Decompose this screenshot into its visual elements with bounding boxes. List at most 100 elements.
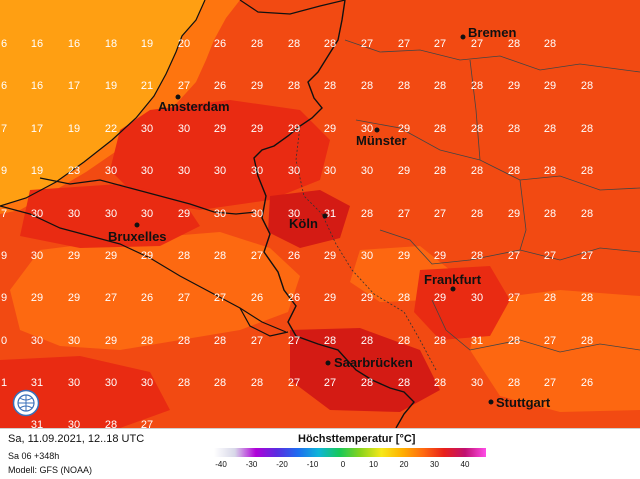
temperature-value: 27 xyxy=(508,292,520,304)
weather-map[interactable]: 6 16 16 18 19 20 26 28 28 28 27 27 27 27 28 28 6 16 17 19 21… xyxy=(0,0,640,428)
temperature-value: 28 xyxy=(214,335,226,347)
city-bremen[interactable]: Bremen xyxy=(460,25,517,40)
hot-core-frankfurt xyxy=(414,266,510,340)
temperature-value: 29 xyxy=(105,250,117,262)
temperature-value: 28 xyxy=(544,292,556,304)
temperature-value: 28 xyxy=(508,377,520,389)
temperature-value: 26 xyxy=(214,38,226,50)
temperature-value: 28 xyxy=(251,38,263,50)
temperature-value: 30 xyxy=(214,165,226,177)
temperature-value: 30 xyxy=(471,292,483,304)
temperature-value: 27 xyxy=(398,208,410,220)
temperature-value: 30 xyxy=(361,250,373,262)
temperature-value: 28 xyxy=(508,38,520,50)
legend-tick-label: 10 xyxy=(369,460,378,469)
temperature-value: 28 xyxy=(471,165,483,177)
temperature-value: 29 xyxy=(251,80,263,92)
temperature-value: 30 xyxy=(471,377,483,389)
city-saarbruecken[interactable]: Saarbrücken xyxy=(325,355,413,370)
city-dot xyxy=(322,213,328,219)
temperature-value: 28 xyxy=(434,80,446,92)
temperature-value: 26 xyxy=(581,377,593,389)
temperature-value: 30 xyxy=(68,208,80,220)
city-dot xyxy=(460,34,466,40)
river-rhine xyxy=(295,125,437,371)
city-dot xyxy=(325,360,331,366)
temperature-value: 28 xyxy=(398,335,410,347)
temperature-value: 16 xyxy=(31,80,43,92)
sea-area xyxy=(0,0,205,206)
temperature-value: 30 xyxy=(31,250,43,262)
temperature-value: 6 xyxy=(1,38,7,50)
temperature-value: 28 xyxy=(508,123,520,135)
temperature-value: 28 xyxy=(581,335,593,347)
temperature-value: 30 xyxy=(361,123,373,135)
model-run: Sa 06 +348h xyxy=(8,451,60,461)
city-dot xyxy=(134,222,140,228)
state-borders-germany xyxy=(344,39,640,353)
map-footer: Sa, 11.09.2021, 12..18 UTC Sa 06 +348h M… xyxy=(0,428,640,479)
model-name: Modell: GFS (NOAA) xyxy=(8,465,93,475)
temperature-value: 27 xyxy=(361,38,373,50)
temperature-value: 28 xyxy=(544,38,556,50)
temperature-value: 23 xyxy=(68,165,80,177)
city-label-bremen: Bremen xyxy=(468,25,516,40)
temperature-value: 30 xyxy=(105,377,117,389)
city-bruxelles[interactable]: Bruxelles xyxy=(108,222,167,245)
temperature-value: 0 xyxy=(1,335,7,347)
city-dot xyxy=(175,94,181,100)
city-label-frankfurt: Frankfurt xyxy=(424,272,482,287)
temperature-value: 7 xyxy=(1,208,7,220)
city-frankfurt[interactable]: Frankfurt xyxy=(424,272,482,292)
temperature-value: 29 xyxy=(68,250,80,262)
temperature-value: 29 xyxy=(105,335,117,347)
temperature-value: 19 xyxy=(141,38,153,50)
temperature-value: 28 xyxy=(581,292,593,304)
temperature-value: 27 xyxy=(178,80,190,92)
coastline-north xyxy=(0,0,206,207)
temperature-value: 30 xyxy=(361,165,373,177)
hot-core-west xyxy=(20,184,200,248)
legend-tick-label: 30 xyxy=(430,460,439,469)
temperature-value: 30 xyxy=(178,165,190,177)
temperature-value: 28 xyxy=(214,250,226,262)
temperature-value: 27 xyxy=(544,335,556,347)
temperature-value: 30 xyxy=(105,165,117,177)
temperature-value: 20 xyxy=(178,38,190,50)
temperature-value: 29 xyxy=(324,123,336,135)
temperature-value: 30 xyxy=(288,165,300,177)
temperature-value: 22 xyxy=(105,123,117,135)
temperature-value: 29 xyxy=(508,80,520,92)
temperature-value: 27 xyxy=(105,292,117,304)
temperature-value: 30 xyxy=(31,335,43,347)
temperature-value: 27 xyxy=(434,208,446,220)
temperature-value: 6 xyxy=(1,80,7,92)
temperature-value: 28 xyxy=(288,38,300,50)
temperature-value: 18 xyxy=(105,38,117,50)
city-label-muenster: Münster xyxy=(356,133,407,148)
city-koeln[interactable]: Köln xyxy=(289,213,328,232)
temperature-value: 27 xyxy=(178,292,190,304)
temperature-value: 28 xyxy=(141,335,153,347)
legend-tick-label: 0 xyxy=(340,460,346,469)
border-luxembourg xyxy=(239,307,289,337)
temperature-value: 30 xyxy=(141,165,153,177)
legend-tick-label: -10 xyxy=(306,460,319,469)
temperature-value: 30 xyxy=(178,123,190,135)
temperature-value: 28 xyxy=(508,335,520,347)
temperature-value: 28 xyxy=(214,377,226,389)
temperature-value: 28 xyxy=(324,335,336,347)
temperature-value: 30 xyxy=(68,419,80,428)
temperature-value: 31 xyxy=(471,335,483,347)
temperature-value: 30 xyxy=(251,165,263,177)
temperature-value: 29 xyxy=(361,292,373,304)
temperature-value: 27 xyxy=(581,250,593,262)
temperature-value: 27 xyxy=(141,419,153,428)
city-amsterdam[interactable]: Amsterdam xyxy=(158,94,230,115)
temperature-value: 28 xyxy=(544,165,556,177)
temperature-value: 30 xyxy=(141,123,153,135)
cooler-patch-south xyxy=(10,232,300,350)
temperature-value: 31 xyxy=(31,377,43,389)
city-stuttgart[interactable]: Stuttgart xyxy=(488,395,551,410)
city-muenster[interactable]: Münster xyxy=(356,127,407,149)
